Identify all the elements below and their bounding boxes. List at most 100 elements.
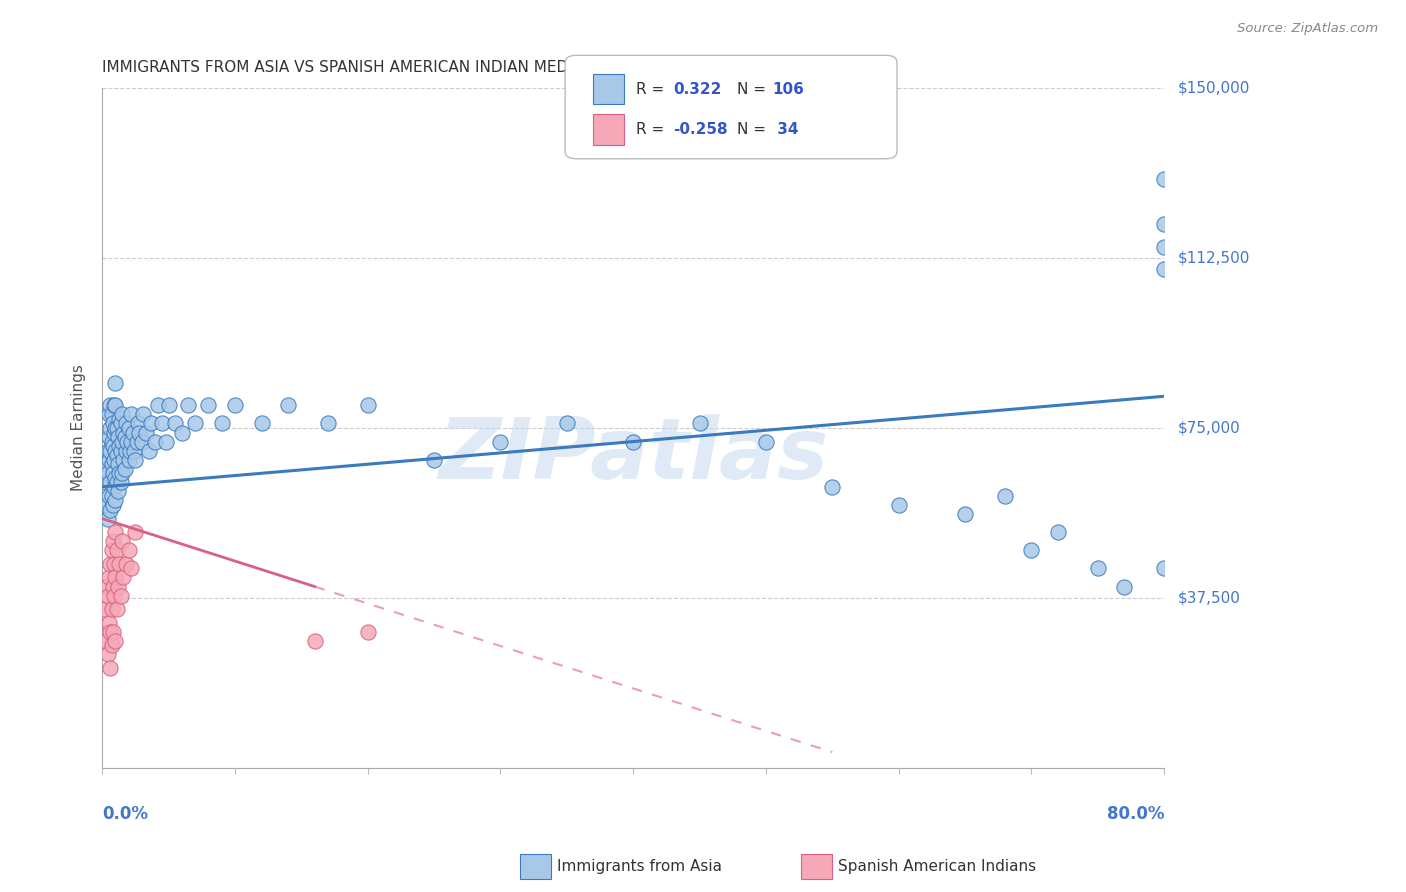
Point [97, 430, 120, 444]
Point [100, 457, 122, 471]
Point [104, 633, 127, 648]
Point [100, 639, 122, 653]
Point [150, 417, 173, 431]
Point [994, 489, 1017, 503]
Point [97, 615, 120, 630]
Text: $37,500: $37,500 [1178, 591, 1241, 606]
Point [755, 434, 778, 449]
Point [304, 633, 326, 648]
Point [104, 471, 127, 485]
Point [135, 425, 157, 440]
Point [107, 484, 129, 499]
Point [105, 602, 128, 616]
Point [100, 489, 122, 503]
Point [177, 398, 200, 412]
Point [165, 417, 187, 431]
Point [821, 480, 844, 494]
Point [96, 589, 118, 603]
Point [97, 489, 120, 503]
Text: 34: 34 [772, 122, 799, 136]
Point [110, 589, 132, 603]
Point [98, 557, 121, 571]
Point [277, 398, 299, 412]
Point [108, 557, 131, 571]
Point [105, 543, 128, 558]
Point [155, 434, 177, 449]
Text: Source: ZipAtlas.com: Source: ZipAtlas.com [1237, 22, 1378, 36]
Point [555, 417, 578, 431]
Point [1153, 561, 1175, 575]
Point [98, 624, 121, 639]
Point [211, 417, 233, 431]
Point [1153, 240, 1175, 254]
Text: 80.0%: 80.0% [1107, 805, 1164, 823]
Point [111, 408, 134, 422]
Point [1114, 580, 1136, 594]
Point [98, 502, 121, 516]
Point [104, 398, 127, 412]
Point [1021, 543, 1043, 558]
Point [96, 511, 118, 525]
Point [887, 498, 910, 512]
Text: R =: R = [636, 122, 664, 136]
Point [170, 425, 193, 440]
Text: N =: N = [737, 82, 766, 96]
Point [94, 475, 117, 490]
Point [112, 452, 135, 467]
Point [97, 408, 120, 422]
Point [112, 425, 135, 440]
Point [101, 467, 124, 481]
Point [100, 602, 122, 616]
Point [146, 398, 169, 412]
Point [103, 480, 125, 494]
Point [110, 417, 132, 431]
Point [184, 417, 207, 431]
Point [107, 580, 129, 594]
Point [122, 443, 145, 458]
Point [104, 493, 127, 508]
Point [224, 398, 246, 412]
Point [96, 648, 118, 662]
Point [98, 421, 121, 435]
Point [103, 398, 125, 412]
Point [108, 412, 131, 426]
Point [114, 462, 136, 476]
Text: Spanish American Indians: Spanish American Indians [838, 859, 1036, 873]
Text: R =: R = [636, 82, 664, 96]
Text: $150,000: $150,000 [1178, 81, 1250, 95]
Point [103, 425, 125, 440]
Text: Immigrants from Asia: Immigrants from Asia [557, 859, 721, 873]
Point [104, 570, 127, 584]
Point [120, 443, 142, 458]
Point [96, 580, 118, 594]
Point [121, 425, 143, 440]
Point [105, 448, 128, 462]
Point [1153, 262, 1175, 277]
Point [107, 457, 129, 471]
Point [118, 421, 141, 435]
Point [101, 439, 124, 453]
Point [100, 543, 122, 558]
Point [250, 417, 273, 431]
Point [110, 475, 132, 490]
Point [120, 434, 142, 449]
Point [96, 467, 118, 481]
Text: $112,500: $112,500 [1178, 251, 1250, 266]
Point [1153, 217, 1175, 231]
Text: ZIPatlas: ZIPatlas [439, 414, 828, 497]
Point [125, 434, 148, 449]
Point [141, 417, 163, 431]
Point [114, 430, 136, 444]
Point [98, 398, 121, 412]
Text: IMMIGRANTS FROM ASIA VS SPANISH AMERICAN INDIAN MEDIAN EARNINGS CORRELATION CHAR: IMMIGRANTS FROM ASIA VS SPANISH AMERICAN… [103, 60, 849, 75]
Point [105, 421, 128, 435]
Point [1153, 172, 1175, 186]
Point [120, 561, 142, 575]
Point [110, 443, 132, 458]
Point [120, 408, 142, 422]
Point [103, 557, 125, 571]
Point [128, 425, 150, 440]
Point [357, 624, 380, 639]
Point [101, 624, 124, 639]
Point [117, 434, 139, 449]
